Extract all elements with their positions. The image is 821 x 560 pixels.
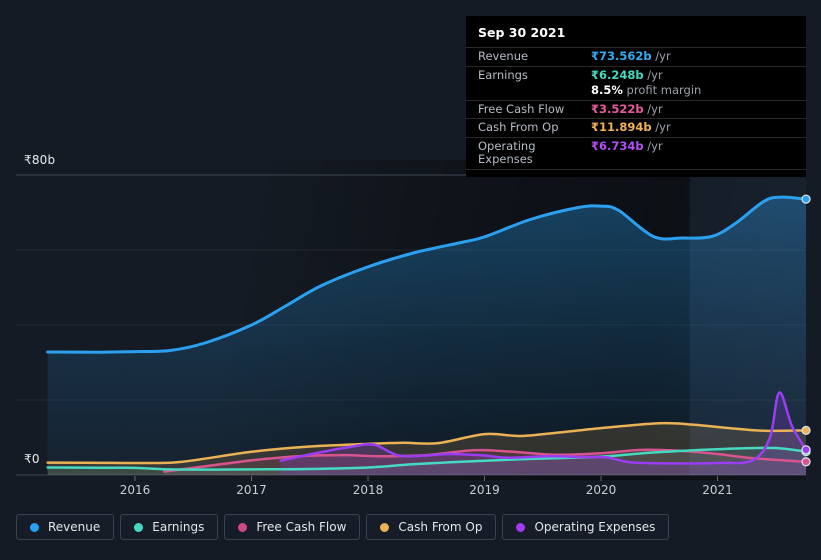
revenue-line	[46, 195, 808, 354]
y-axis-label-max: ₹80b	[24, 153, 56, 167]
legend-label: Earnings	[152, 520, 205, 534]
operating_expenses-line	[279, 391, 808, 465]
earnings-area	[47, 447, 807, 475]
tooltip-rows: Revenue ₹73.562b /yr Earnings ₹6.248b /yr 8.…	[466, 47, 806, 170]
tooltip-value: ₹3.522b	[591, 101, 644, 116]
tooltip-row-revenue: Revenue ₹73.562b /yr	[466, 47, 806, 66]
revenue-end-dot	[801, 194, 811, 204]
cash_from_op-end-dot	[801, 425, 811, 436]
tooltip-profit-margin-row: 8.5% profit margin	[466, 83, 806, 100]
tooltip-value: ₹6.734b	[591, 138, 644, 153]
x-axis-label-2020: 2020	[585, 483, 617, 497]
tooltip-value: ₹6.248b	[591, 67, 644, 82]
profit-margin-text: profit margin	[622, 83, 702, 97]
free-cash-flow-color-dot-icon	[238, 522, 248, 532]
tooltip-value: ₹73.562b	[591, 49, 652, 63]
legend-label: Revenue	[48, 520, 101, 534]
chart-plot-area[interactable]	[16, 160, 811, 481]
hover-highlight-band	[689, 160, 806, 475]
legend-item-cash-from-op[interactable]: Cash From Op	[366, 514, 497, 540]
tooltip-row-cash-from-op: Cash From Op ₹11.894b /yr	[466, 118, 806, 137]
legend-label: Operating Expenses	[534, 520, 656, 534]
legend-label: Cash From Op	[398, 520, 483, 534]
x-axis-ticks	[134, 476, 718, 481]
x-axis-label-2021: 2021	[702, 483, 733, 497]
tooltip-value: ₹11.894b	[591, 120, 652, 134]
series-end-dots	[801, 194, 811, 467]
series-lines	[46, 195, 808, 473]
x-axis: 2016 2017 2018 2019 2020 2021	[16, 483, 806, 499]
profit-margin-value: 8.5%	[591, 83, 623, 97]
earnings-color-dot-icon	[134, 522, 144, 532]
tooltip-label: Free Cash Flow	[478, 101, 565, 116]
tooltip-label: Cash From Op	[478, 120, 559, 134]
tooltip-unit: /yr	[643, 67, 663, 82]
tooltip-row-operating-expenses: Operating Expenses ₹6.734b /yr	[466, 136, 806, 169]
x-axis-label-2016: 2016	[119, 483, 151, 497]
earnings-line	[46, 446, 808, 471]
x-axis-label-2018: 2018	[352, 483, 384, 497]
highlight-band	[689, 160, 806, 475]
tooltip-unit: /yr	[643, 138, 663, 153]
tooltip-date: Sep 30 2021	[478, 25, 566, 40]
operating-expenses-color-dot-icon	[516, 522, 526, 532]
legend-item-operating-expenses[interactable]: Operating Expenses	[502, 514, 670, 540]
cash-from-op-color-dot-icon	[380, 522, 390, 532]
tooltip-row-earnings: Earnings ₹6.248b /yr	[466, 65, 806, 85]
x-axis-label-2017: 2017	[236, 483, 267, 497]
revenue-color-dot-icon	[30, 522, 39, 532]
legend-item-revenue[interactable]: Revenue	[16, 514, 115, 540]
revenue-area	[47, 197, 807, 475]
y-axis-label-zero: ₹0	[24, 452, 40, 466]
x-axis-label-2019: 2019	[469, 483, 500, 497]
free_cash_flow-line	[162, 448, 808, 473]
tooltip-label: Operating Expenses	[478, 138, 536, 166]
tooltip-label: Earnings	[478, 67, 528, 82]
tooltip-unit: /yr	[651, 49, 671, 63]
tooltip-unit: /yr	[651, 120, 671, 134]
chart-canvas[interactable]	[16, 160, 811, 481]
tooltip-label: Revenue	[478, 49, 529, 63]
tooltip-unit: /yr	[643, 101, 663, 116]
legend-item-earnings[interactable]: Earnings	[120, 514, 219, 540]
tooltip-row-free-cash-flow: Free Cash Flow ₹3.522b /yr	[466, 99, 806, 119]
chart-tooltip: Sep 30 2021 Revenue ₹73.562b /yr Earnings ₹…	[466, 16, 806, 177]
chart-legend: Revenue Earnings Free Cash Flow Cash From O…	[16, 514, 670, 540]
operating_expenses-end-dot	[801, 445, 811, 455]
free_cash_flow-end-dot	[801, 457, 811, 467]
legend-label: Free Cash Flow	[256, 520, 347, 534]
cash_from_op-line	[46, 421, 808, 465]
legend-item-free-cash-flow[interactable]: Free Cash Flow	[224, 514, 361, 540]
